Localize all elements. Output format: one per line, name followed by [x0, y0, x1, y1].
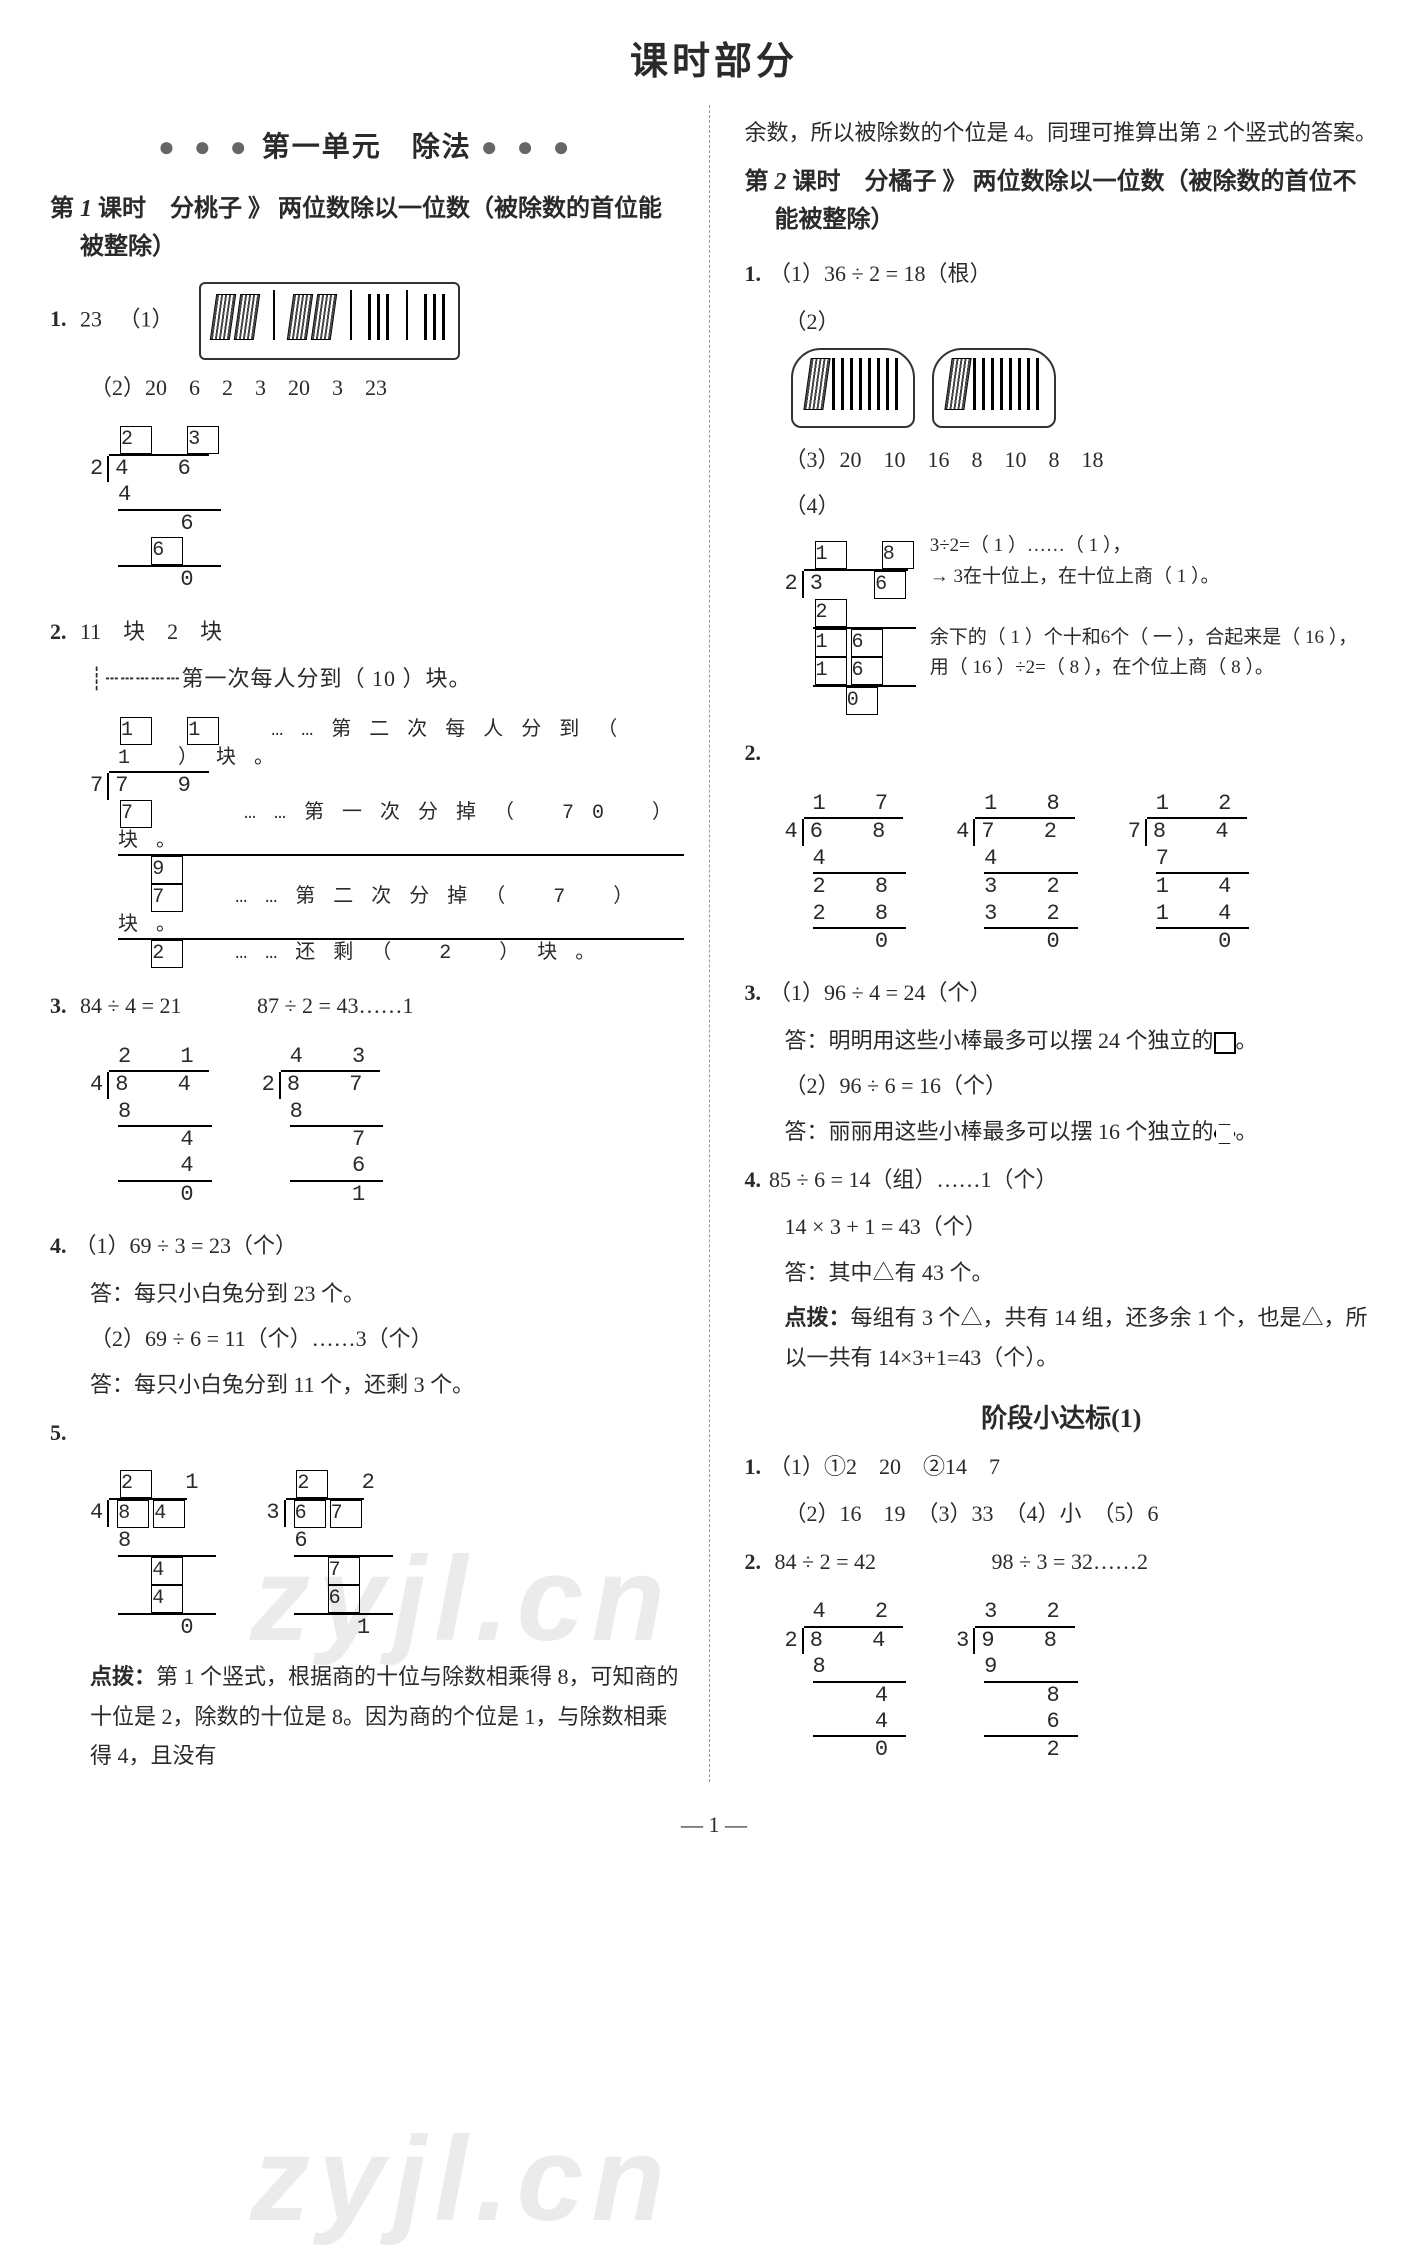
r-q1-p4: （4）: [785, 486, 1379, 526]
q4-ans1: 答：每只小白兔分到 23 个。: [90, 1274, 684, 1314]
cloud-diagram: [791, 348, 915, 429]
unit-title: 第一单元 除法: [262, 132, 472, 163]
square-icon: [1214, 1032, 1236, 1054]
q1-sub2: （2）20 6 2 3 20 3 23: [50, 368, 684, 408]
right-column: 余数，所以被除数的个位是 4。同理可推算出第 2 个竖式的答案。 第 2 课时 …: [740, 105, 1379, 1782]
dots-left: ● ● ●: [158, 132, 253, 163]
dots-right: ● ● ●: [481, 132, 576, 163]
long-division: 1 8 23 6 2 16 16 0: [785, 541, 916, 715]
cloud-diagram: [932, 348, 1056, 429]
stage-q1: 1.（1）①2 20 ②14 7: [745, 1447, 1379, 1487]
long-division: 1 7 46 8 4 2 82 8 0: [785, 791, 907, 955]
lesson1-title: 第 1 课时 分桃子 》 两位数除以一位数（被除数的首位能被整除）: [50, 190, 684, 267]
stage-title: 阶段小达标(1): [745, 1398, 1379, 1435]
page-title: 课时部分: [50, 30, 1378, 85]
q1: 1. 23 （1）: [50, 282, 684, 361]
long-division: 2 2 367 6 7 6 1: [266, 1470, 392, 1641]
page-number: — 1 —: [50, 1812, 1378, 1838]
q4: 4.（1）69 ÷ 3 = 23（个）: [50, 1226, 684, 1266]
q5: 5.: [50, 1413, 684, 1453]
q2: 2. 11 块 2 块: [50, 612, 684, 652]
r-q4-l2: 14 × 3 + 1 = 43（个）: [785, 1207, 1379, 1247]
q4-ans2: 答：每只小白兔分到 11 个，还剩 3 个。: [90, 1365, 684, 1405]
r-q1-p3: （3）20 10 16 8 10 8 18: [785, 440, 1379, 480]
r-q4: 4.85 ÷ 6 = 14（组）……1（个）: [745, 1160, 1379, 1200]
long-division: 1 1 ……第二次每人分到（ 1 ）块。 77 9 7 ……第一次分掉（ 70 …: [90, 717, 684, 969]
q5-tip: 点拨：第 1 个竖式，根据商的十位与除数相乘得 8，可知商的十位是 2，除数的十…: [90, 1657, 684, 1776]
long-division: 1 8 47 2 4 3 23 2 0: [956, 791, 1078, 955]
watermark: zyjl.cn: [250, 2110, 673, 2248]
stage-q2: 2. 84 ÷ 2 = 42 98 ÷ 3 = 32……2: [745, 1542, 1379, 1582]
annotation: 3÷2=（ 1 ）……（ 1 ）， 3在十位上，在十位上商（ 1 ）。 余下的（…: [930, 531, 1358, 683]
r-q1-p2: （2）: [785, 302, 1379, 434]
long-division: 2 1 484 8 4 4 0: [90, 1470, 216, 1641]
r-q1: 1.（1）36 ÷ 2 = 18（根）: [745, 254, 1379, 294]
long-division: 4 2 28 4 8 4 4 0: [785, 1599, 907, 1763]
r-q2: 2.: [745, 733, 1379, 773]
r-q4-tip: 点拨：每组有 3 个△，共有 14 组，还多余 1 个，也是△，所以一共有 14…: [785, 1298, 1379, 1377]
q2-annot: ┊┄┄┄┄┄第一次每人分到（ 10 ）块。: [50, 659, 684, 699]
unit-header: ● ● ● 第一单元 除法 ● ● ●: [50, 125, 684, 165]
r-q3-a1: 答：明明用这些小棒最多可以摆 24 个独立的。: [785, 1021, 1379, 1061]
q3: 3. 84 ÷ 4 = 21 87 ÷ 2 = 43……1: [50, 986, 684, 1026]
r-q3-p2: （2）96 ÷ 6 = 16（个）: [785, 1066, 1379, 1106]
long-division: 2 3 24 6 4 6 6 0: [90, 426, 221, 594]
left-column: ● ● ● 第一单元 除法 ● ● ● 第 1 课时 分桃子 》 两位数除以一位…: [50, 105, 710, 1782]
lesson2-title: 第 2 课时 分橘子 》 两位数除以一位数（被除数的首位不能被整除）: [745, 163, 1379, 240]
stage-q1-l2: （2）16 19 （3）33 （4）小 （5）6: [785, 1494, 1379, 1534]
q4-p2: （2）69 ÷ 6 = 11（个）……3（个）: [90, 1319, 684, 1359]
long-division: 2 1 48 4 8 4 4 0: [90, 1044, 212, 1208]
long-division: 1 2 78 4 7 1 41 4 0: [1128, 791, 1250, 955]
r-q4-ans: 答：其中△有 43 个。: [785, 1253, 1379, 1293]
long-division: 3 2 39 8 9 8 6 2: [956, 1599, 1078, 1763]
hexagon-icon: [1214, 1123, 1236, 1145]
continuation: 余数，所以被除数的个位是 4。同理可推算出第 2 个竖式的答案。: [745, 113, 1379, 153]
sticks-diagram: [199, 282, 460, 361]
r-q3: 3.（1）96 ÷ 4 = 24（个）: [745, 973, 1379, 1013]
r-q3-a2: 答：丽丽用这些小棒最多可以摆 16 个独立的。: [785, 1112, 1379, 1152]
long-division: 4 3 28 7 8 7 6 1: [262, 1044, 384, 1208]
